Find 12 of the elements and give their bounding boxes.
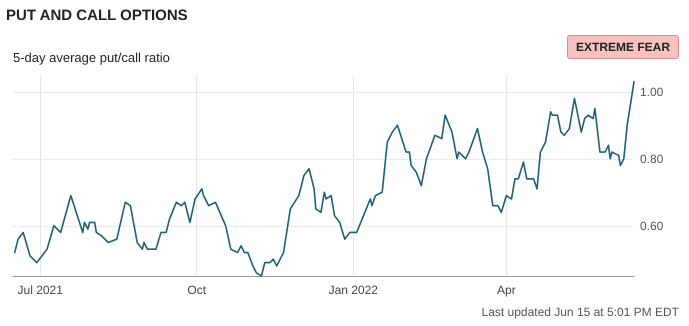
x-tick-label: Jul 2021 — [18, 283, 64, 297]
x-tick-label: Jan 2022 — [328, 283, 378, 297]
y-tick-label: 0.80 — [640, 152, 664, 166]
chart-subtitle: 5-day average put/call ratio — [13, 50, 170, 65]
line-series — [14, 80, 635, 277]
text: EXTREME FEAR — [566, 35, 679, 59]
x-tick-label: Oct — [187, 283, 207, 297]
y-tick-label: 1.00 — [640, 84, 664, 99]
y-tick-label: 0.60 — [640, 218, 664, 233]
chart-title: PUT AND CALL OPTIONS — [6, 7, 188, 24]
x-tick-label: Apr — [497, 283, 516, 297]
text: Last updated Jun 15 at 5:01 PM EDT — [482, 305, 679, 319]
